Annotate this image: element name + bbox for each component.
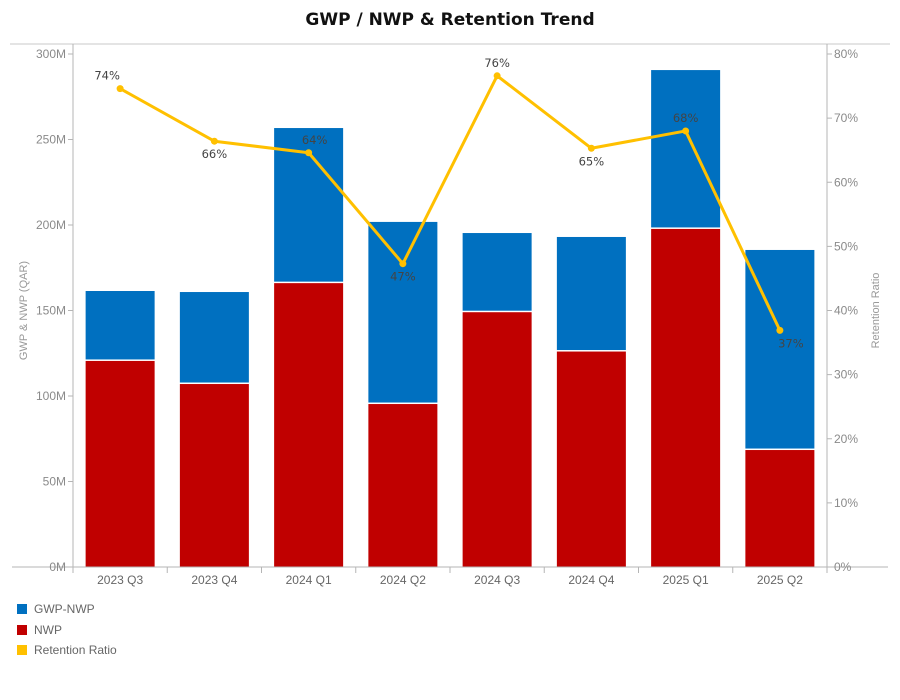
legend-item-retention-ratio[interactable]: Retention Ratio	[17, 640, 117, 661]
bar-nwp	[274, 283, 344, 567]
x-tick-label: 2023 Q4	[191, 573, 237, 587]
bar-gwp-nwp	[556, 236, 626, 351]
right-tick-label: 60%	[834, 175, 858, 189]
left-tick-label: 300M	[36, 47, 66, 61]
legend: GWP-NWP NWP Retention Ratio	[17, 599, 117, 661]
retention-point	[210, 137, 218, 145]
bar-nwp	[179, 384, 249, 567]
right-tick-label: 80%	[834, 47, 858, 61]
retention-data-label: 37%	[778, 336, 804, 350]
retention-data-label: 66%	[202, 147, 228, 161]
bar-nwp	[745, 450, 815, 567]
x-tick-label: 2024 Q2	[380, 573, 426, 587]
bar-nwp	[368, 404, 438, 567]
left-tick-label: 100M	[36, 389, 66, 403]
left-tick-label: 50M	[43, 475, 66, 489]
x-tick-label: 2025 Q1	[663, 573, 709, 587]
retention-data-label: 64%	[302, 133, 328, 147]
right-tick-label: 30%	[834, 368, 858, 382]
legend-swatch-retention-ratio	[17, 645, 27, 656]
bar-gwp-nwp	[179, 292, 249, 383]
retention-point	[587, 144, 595, 152]
bar-gwp-nwp	[368, 221, 438, 403]
right-axis-title: Retention Ratio	[870, 273, 882, 349]
axes-layer: 0M 50M 100M 150M 200M 250M 300M 0% 10% 20% 30% 40% 5…	[12, 44, 888, 587]
left-tick-label: 250M	[36, 133, 66, 147]
bar-gwp-nwp	[651, 70, 721, 228]
bar-gwp-nwp	[85, 291, 155, 360]
legend-swatch-gwp-nwp	[17, 604, 27, 615]
retention-point	[682, 127, 690, 135]
retention-line	[119, 74, 782, 332]
legend-item-gwp-nwp[interactable]: GWP-NWP	[17, 599, 117, 620]
right-tick-label: 70%	[834, 111, 858, 125]
x-tick-label: 2024 Q3	[474, 573, 520, 587]
legend-label: GWP-NWP	[34, 602, 95, 617]
bar-nwp	[462, 312, 532, 567]
retention-point	[399, 260, 407, 268]
legend-swatch-nwp	[17, 624, 27, 635]
right-tick-label: 50%	[834, 239, 858, 253]
x-tick-label: 2025 Q2	[757, 573, 803, 587]
left-tick-label: 0M	[49, 560, 66, 574]
retention-data-label: 47%	[390, 270, 416, 284]
retention-point	[305, 149, 313, 157]
retention-data-label: 74%	[94, 69, 120, 83]
left-tick-label: 200M	[36, 218, 66, 232]
bars-layer	[85, 70, 815, 568]
retention-point	[776, 326, 784, 334]
legend-item-nwp[interactable]: NWP	[17, 620, 117, 641]
x-tick-label: 2023 Q3	[97, 573, 143, 587]
bar-nwp	[651, 228, 721, 568]
left-axis-title: GWP & NWP (QAR)	[18, 261, 30, 360]
retention-data-label: 65%	[579, 154, 605, 168]
right-tick-label: 20%	[834, 432, 858, 446]
bar-nwp	[556, 351, 626, 567]
x-tick-label: 2024 Q1	[286, 573, 332, 587]
right-tick-label: 40%	[834, 304, 858, 318]
bar-gwp-nwp	[462, 233, 532, 311]
retention-point	[116, 85, 124, 93]
right-tick-label: 10%	[834, 496, 858, 510]
bar-nwp	[85, 360, 155, 567]
legend-label: NWP	[34, 622, 62, 637]
retention-line-layer: 74% 66% 64% 47% 76% 65% 68% 37%	[94, 56, 803, 351]
retention-data-label: 76%	[484, 56, 510, 70]
retention-data-label: 68%	[673, 111, 699, 125]
chart-title: GWP / NWP & Retention Trend	[305, 10, 595, 30]
legend-label: Retention Ratio	[34, 643, 117, 658]
x-tick-label: 2024 Q4	[568, 573, 614, 587]
right-tick-label: 0%	[834, 560, 852, 574]
left-tick-label: 150M	[36, 304, 66, 318]
retention-point	[493, 72, 501, 80]
